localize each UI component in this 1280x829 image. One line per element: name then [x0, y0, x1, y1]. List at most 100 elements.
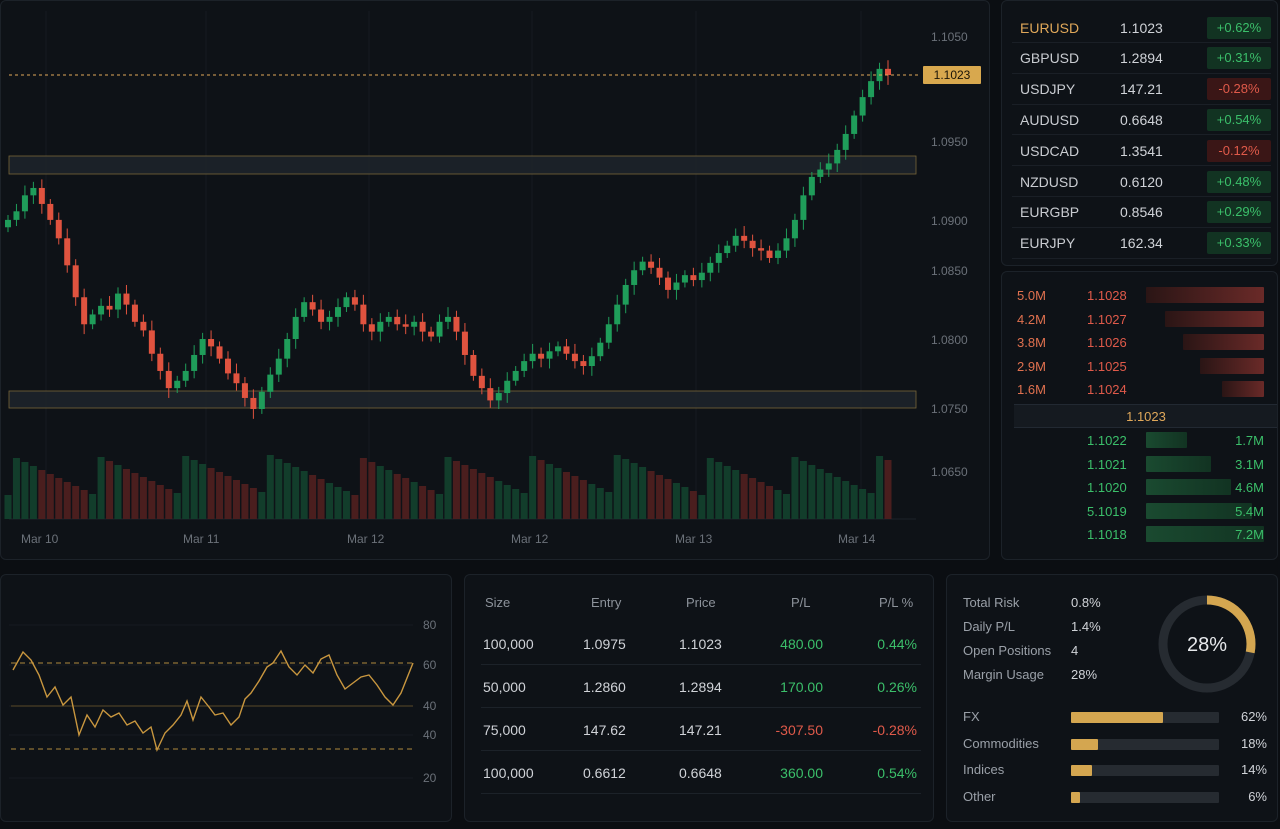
volume-bar	[368, 462, 376, 519]
candle-body	[233, 373, 240, 384]
position-row[interactable]: 100,000 1.0975 1.1023 480.00 0.44%	[481, 622, 921, 665]
order-book-bid-row[interactable]: 5.1019 5.4M	[1002, 502, 1277, 521]
allocation-fill	[1071, 712, 1163, 723]
volume-bar	[292, 467, 300, 519]
volume-bar	[520, 493, 528, 519]
watchlist-symbol: EURUSD	[1020, 19, 1080, 36]
candle-body	[478, 375, 485, 389]
candle-body	[292, 316, 299, 340]
price-chart-panel[interactable]: 1.1050 1.0950 1.0900 1.0850 1.0800 1.0750 1.06…	[0, 0, 990, 560]
volume-bar	[12, 458, 20, 519]
volume-bar	[571, 476, 579, 519]
allocation-track	[1071, 791, 1219, 803]
volume-bar	[309, 475, 317, 519]
volume-bar	[232, 480, 240, 519]
candle-body	[368, 324, 375, 332]
candle-body	[191, 354, 198, 371]
watchlist-row-eurjpy[interactable]: EURJPY 162.34 +0.33%	[1012, 229, 1271, 259]
col-header-size[interactable]: Size	[485, 595, 511, 610]
volume-bar	[199, 464, 207, 519]
candle-body	[546, 351, 553, 359]
watchlist-row-eurusd[interactable]: EURUSD 1.1023 +0.62%	[1012, 13, 1271, 43]
candle-body	[817, 169, 824, 177]
volume-bar	[207, 468, 215, 519]
watchlist-symbol: USDCAD	[1020, 142, 1080, 159]
risk-stat-value: 28%	[1071, 667, 1098, 682]
col-header-pl-pct[interactable]: P/L %	[879, 595, 914, 610]
position-row[interactable]: 100,000 0.6612 0.6648 360.00 0.54%	[481, 751, 921, 794]
volume-bar	[402, 478, 410, 519]
watchlist-row-usdcad[interactable]: USDCAD 1.3541 -0.12%	[1012, 136, 1271, 167]
bid-size: 7.2M	[1235, 527, 1264, 542]
volume-bar	[740, 474, 748, 519]
candle-body	[681, 275, 688, 283]
candlestick-chart[interactable]: 1.1050 1.0950 1.0900 1.0850 1.0800 1.0750 1.06…	[1, 1, 990, 560]
order-book-bid-row[interactable]: 1.1021 3.1M	[1002, 455, 1277, 474]
candle-body	[394, 316, 401, 325]
volume-bar	[469, 469, 477, 519]
order-book-bid-row[interactable]: 1.1022 1.7M	[1002, 432, 1277, 450]
order-book-bid-row[interactable]: 1.1020 4.6M	[1002, 479, 1277, 497]
ask-size: 1.6M	[1017, 382, 1046, 397]
candle-body	[851, 115, 858, 134]
margin-gauge-label: 28%	[1187, 634, 1227, 656]
position-row[interactable]: 50,000 1.2860 1.2894 170.00 0.26%	[481, 665, 921, 708]
oscillator-panel[interactable]: 80 60 40 40 20	[0, 574, 452, 822]
candle-body	[741, 235, 748, 241]
bid-depth-bar	[1146, 455, 1211, 472]
order-book-ask-row[interactable]: 5.0M 1.1028	[1002, 287, 1277, 305]
candle-body	[47, 203, 54, 220]
risk-stat-label: Total Risk	[963, 595, 1020, 610]
candle-body	[783, 238, 790, 251]
watchlist-row-nzdusd[interactable]: NZDUSD 0.6120 +0.48%	[1012, 167, 1271, 197]
watchlist-change-badge: +0.29%	[1207, 201, 1271, 224]
order-book-ask-row[interactable]: 4.2M 1.1027	[1002, 310, 1277, 329]
volume-bar	[241, 484, 249, 519]
candle-body	[665, 277, 671, 290]
date-tick-label: Mar 11	[183, 532, 220, 546]
bid-size: 1.7M	[1235, 433, 1264, 448]
watchlist-change-badge: +0.31%	[1207, 47, 1271, 70]
candle-body	[275, 358, 282, 375]
oscillator-chart[interactable]: 80 60 40 40 20	[1, 575, 452, 822]
allocation-pct: 14%	[1240, 762, 1267, 778]
volume-bar	[613, 455, 621, 519]
volume-bar	[106, 461, 114, 519]
candle-body	[749, 240, 756, 249]
watchlist-symbol: NZDUSD	[1020, 173, 1079, 190]
volume-bar	[605, 492, 613, 519]
watchlist-row-audusd[interactable]: AUDUSD 0.6648 +0.54%	[1012, 105, 1271, 136]
watchlist-price: 1.3541	[1120, 142, 1163, 159]
candle-body	[791, 219, 798, 239]
allocation-fill	[1071, 765, 1092, 777]
date-tick-label: Mar 14	[838, 532, 876, 546]
order-book-ask-row[interactable]: 2.9M 1.1025	[1002, 357, 1277, 376]
col-header-entry[interactable]: Entry	[591, 595, 622, 610]
col-header-price[interactable]: Price	[686, 595, 716, 610]
candle-body	[309, 302, 316, 310]
margin-gauge-arc	[1158, 595, 1256, 693]
position-row[interactable]: 75,000 147.62 147.21 -307.50 -0.28%	[481, 708, 921, 751]
watchlist-row-gbpusd[interactable]: GBPUSD 1.2894 +0.31%	[1012, 44, 1271, 74]
bid-depth-bar	[1146, 432, 1187, 448]
candle-body	[360, 304, 367, 325]
candle-body	[411, 321, 418, 327]
watchlist-row-usdjpy[interactable]: USDJPY 147.21 -0.28%	[1012, 75, 1271, 105]
watchlist-row-eurgbp[interactable]: EURGBP 0.8546 +0.29%	[1012, 198, 1271, 228]
volume-bar	[529, 456, 537, 519]
col-header-pl[interactable]: P/L	[791, 595, 811, 610]
candle-body	[377, 321, 384, 332]
candle-body	[301, 302, 308, 317]
order-book-ask-row[interactable]: 1.6M 1.1024	[1002, 381, 1277, 399]
allocation-pct: 18%	[1240, 735, 1267, 751]
candle-body	[724, 245, 731, 254]
candle-body	[631, 270, 638, 285]
candle-body	[808, 176, 815, 196]
price-tick-label: 1.0850	[931, 264, 968, 278]
volume-bar	[4, 495, 12, 519]
position-pl-pct: -0.28%	[872, 722, 917, 738]
watchlist-change-badge: -0.28%	[1207, 78, 1271, 101]
order-book-bid-row[interactable]: 1.1018 7.2M	[1002, 526, 1277, 544]
volume-bar	[334, 487, 342, 519]
order-book-ask-row[interactable]: 3.8M 1.1026	[1002, 334, 1277, 352]
